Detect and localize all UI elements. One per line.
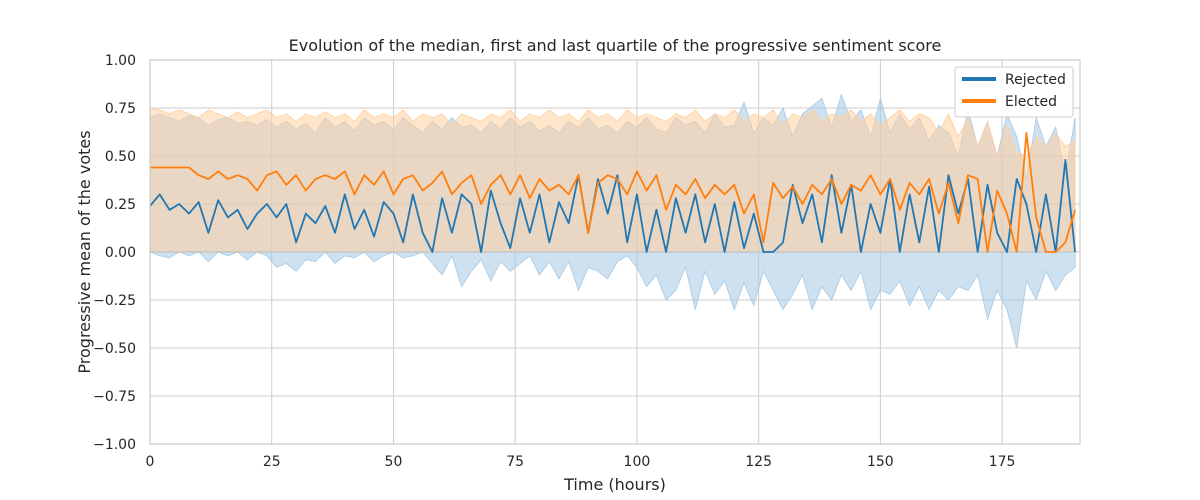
y-tick-label: −0.25 — [93, 293, 136, 309]
y-tick-label: 0.75 — [105, 101, 136, 117]
x-tick-label: 25 — [263, 454, 281, 470]
x-tick-labels: 0 25 50 75 100 125 150 175 — [146, 454, 1016, 470]
x-tick-label: 0 — [146, 454, 155, 470]
legend-label-rejected: Rejected — [1005, 72, 1066, 88]
median-line-rejected — [149, 158, 1076, 253]
chart-title: Evolution of the median, first and last … — [289, 36, 942, 55]
x-tick-label: 75 — [506, 454, 524, 470]
median-line-elected — [150, 132, 1076, 253]
y-tick-label: 0.00 — [105, 245, 136, 261]
median-lines — [149, 132, 1076, 253]
y-tick-label: 0.25 — [105, 197, 136, 213]
y-tick-label: −1.00 — [93, 437, 136, 453]
y-axis-label: Progressive mean of the votes — [75, 130, 94, 373]
legend: Rejected Elected — [954, 66, 1074, 118]
x-tick-label: 125 — [745, 454, 772, 470]
legend-label-elected: Elected — [1005, 94, 1057, 110]
x-tick-label: 50 — [385, 454, 403, 470]
y-tick-label: −0.50 — [93, 341, 136, 357]
x-tick-label: 100 — [624, 454, 651, 470]
x-axis-label: Time (hours) — [563, 475, 666, 494]
y-tick-labels: −1.00 −0.75 −0.50 −0.25 0.00 0.25 0.50 0.75 1.00 — [93, 53, 136, 453]
y-tick-label: 0.50 — [105, 149, 136, 165]
x-tick-label: 175 — [989, 454, 1016, 470]
y-tick-label: −0.75 — [93, 389, 136, 405]
plot-frame — [149, 59, 1081, 445]
y-tick-label: 1.00 — [105, 53, 136, 69]
quartile-bands — [149, 93, 1076, 349]
x-tick-label: 150 — [867, 454, 894, 470]
